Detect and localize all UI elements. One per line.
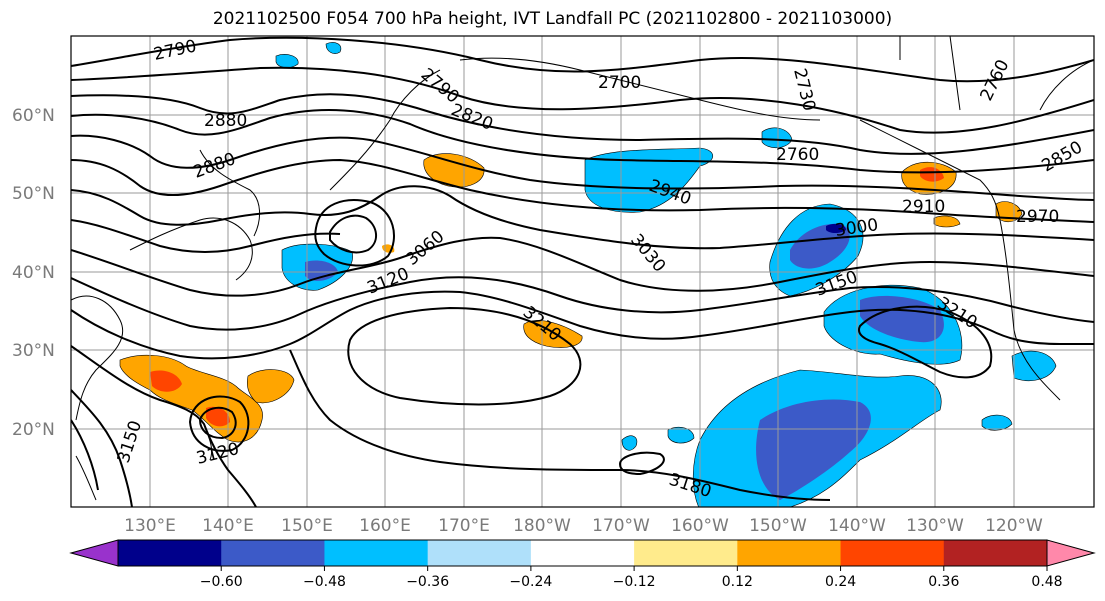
height-contour [71,109,1094,174]
contour-label: 2700 [598,73,641,93]
ivt-negative-region [275,54,299,68]
colorbar-extend-low [71,540,118,566]
lat-label-30n: 30°N [12,341,55,361]
height-contour [71,158,1094,223]
colorbar-segment [634,540,738,566]
lat-label-60n: 60°N [12,106,55,126]
contour-label: 2760 [776,145,819,165]
colorbar-segment [221,540,325,566]
height-contour [289,349,831,501]
lon-label: 150°W [749,516,807,536]
ivt-positive-region [423,153,485,188]
height-contour [71,419,99,491]
colorbar-tick-label: −0.48 [303,574,346,590]
height-contour [71,66,1094,134]
colorbar-tick-label: 0.48 [1031,574,1062,590]
ivt-negative-region [790,223,850,269]
colorbar-segment [324,540,429,566]
colorbar-tick-label: −0.24 [509,574,552,590]
height-contour [71,236,1094,297]
height-contour [71,185,1094,250]
ivt-shading [119,42,1057,507]
colorbar-segment [530,540,635,566]
height-contour [71,290,1094,360]
lon-label: 170°W [592,516,650,536]
colorbar-segment [943,540,1048,566]
ivt-positive-region [206,406,230,427]
height-contour [198,406,237,440]
lon-label: 130°W [906,516,964,536]
ivt-negative-region [621,435,638,451]
colorbar-tick-label: 0.12 [722,574,753,590]
height-contour [71,276,1094,331]
colorbar-segment [118,540,222,566]
height-contour [71,389,133,507]
lon-label: 160°W [671,516,729,536]
lat-label-50n: 50°N [12,184,55,204]
map-border [70,35,1095,508]
ivt-negative-region [826,223,846,233]
lon-label: 140°W [828,516,886,536]
ivt-positive-region [920,167,944,182]
height-contour [71,134,1094,201]
height-contours [71,36,1094,507]
height-contour [329,214,377,254]
height-contour [71,93,1094,155]
height-contour [347,306,582,406]
lon-label: 180°W [513,516,571,536]
colorbar-segment [737,540,842,566]
latitude-labels: 60°N 50°N 40°N 30°N 20°N [12,106,55,440]
colorbar-segment [840,540,945,566]
lat-label-40n: 40°N [12,263,55,283]
lon-label: 170°E [438,516,490,536]
colorbar-segment [427,540,532,566]
lat-label-20n: 20°N [12,420,55,440]
height-contour [858,305,993,379]
map-title: 2021102500 F054 700 hPa height, IVT Land… [212,9,893,29]
ivt-negative-region [325,42,342,54]
ivt-positive-region [933,215,961,228]
colorbar-tick-label: 0.36 [928,574,959,590]
contour-label: 2880 [204,111,247,131]
ivt-negative-region [667,426,695,444]
contour-label: 2970 [1016,207,1059,227]
lon-label: 140°E [202,516,254,536]
height-contour [314,199,395,267]
height-contour [188,395,250,452]
ivt-positive-region [246,369,295,404]
height-contour [71,36,1094,83]
contour-label: 2910 [902,197,945,217]
height-contour [71,219,341,253]
lon-label: 130°E [124,516,176,536]
lon-label: 150°E [281,516,333,536]
colorbar-tick-label: −0.12 [613,574,656,590]
height-contour [71,345,257,507]
colorbar: −0.60 −0.48 −0.36 −0.24 −0.12 0.12 0.24 0.36 0.4… [69,539,1096,590]
colorbar-tick-label: −0.60 [200,574,243,590]
ivt-negative-region [756,399,871,500]
ivt-negative-region [1011,350,1057,381]
longitude-labels: 130°E 140°E 150°E 160°E 170°E 180°W 170°… [124,516,1043,536]
lon-label: 160°E [359,516,411,536]
ivt-positive-region [150,370,182,392]
lon-label: 120°W [985,516,1043,536]
colorbar-tick-label: −0.36 [406,574,449,590]
coastlines [71,36,1094,501]
graticule [71,36,1094,507]
colorbar-extend-high [1047,540,1094,566]
colorbar-tick-label: 0.24 [825,574,856,590]
height-contour [618,451,665,476]
